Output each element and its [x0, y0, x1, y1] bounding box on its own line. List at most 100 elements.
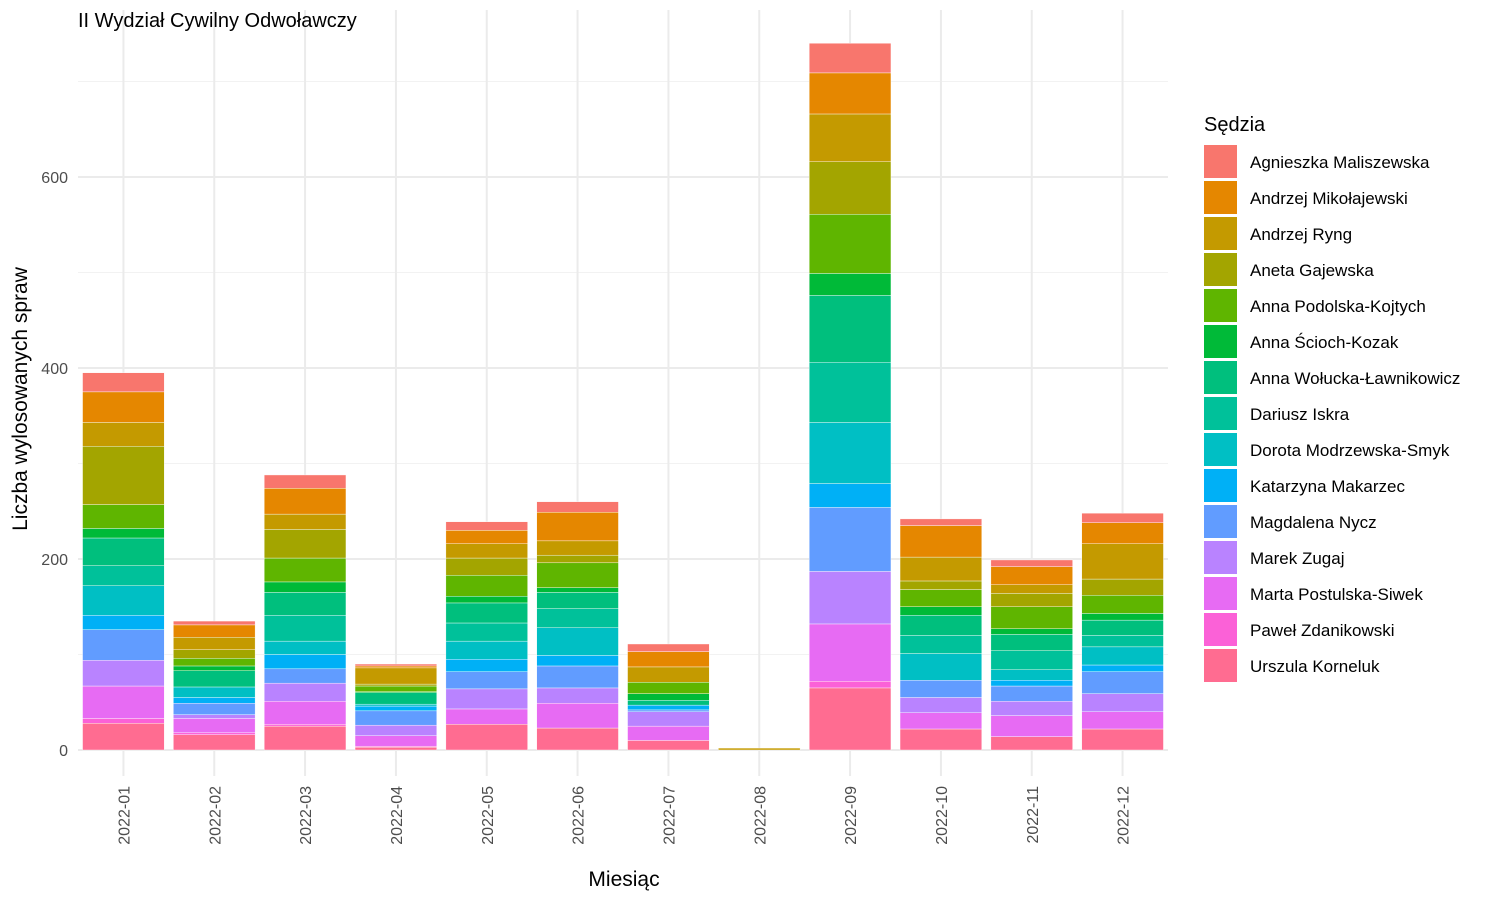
bar-segment [899, 580, 982, 590]
bar-segment [627, 704, 710, 711]
y-tick-label: 0 [59, 743, 68, 760]
bar-segment [354, 667, 437, 685]
bar-segment [627, 681, 710, 694]
bar-segment [1081, 671, 1164, 694]
bar-segment [1081, 595, 1164, 614]
bar-segment [264, 701, 347, 725]
bar-segment [1081, 693, 1164, 713]
bar-segment [354, 710, 437, 726]
legend-swatch [1204, 577, 1237, 610]
legend-label: Anna Podolska-Kojtych [1250, 297, 1426, 316]
bar-segment [536, 587, 619, 593]
bar-segment [899, 556, 982, 582]
x-tick-label: 2022-05 [480, 786, 497, 845]
legend: Sędzia Agnieszka Maliszewska Andrzej Miko… [1204, 114, 1460, 682]
bar-segment [990, 685, 1073, 702]
bar-segment [990, 736, 1073, 751]
bar-segment [445, 688, 528, 710]
bar-segment [82, 504, 165, 529]
x-axis-label: Miesiąc [588, 868, 659, 891]
x-tick-label: 2022-03 [298, 786, 315, 845]
legend-label: Andrzej Ryng [1250, 225, 1352, 244]
x-tick-label: 2022-08 [752, 786, 769, 845]
bar-segment [1081, 635, 1164, 648]
bar-segment [809, 273, 892, 296]
bar-segment [264, 725, 347, 751]
bar-segment [354, 685, 437, 692]
bar-segment [173, 658, 256, 667]
bar-segment [627, 709, 710, 713]
legend-swatch [1204, 433, 1237, 466]
legend-swatch [1204, 181, 1237, 214]
bar-segment [809, 362, 892, 423]
bar-segment [264, 615, 347, 642]
bar-segment [1081, 512, 1164, 523]
bar-segment [173, 718, 256, 734]
bar-segment [445, 640, 528, 660]
bar-segment [899, 589, 982, 607]
bar-segment [809, 623, 892, 682]
bar-segment [990, 650, 1073, 670]
bar-segment [445, 521, 528, 531]
legend-swatch [1204, 217, 1237, 250]
bar-segment [354, 746, 437, 751]
bar-segment [82, 685, 165, 719]
bar-segment [173, 697, 256, 704]
bar-segment [354, 663, 437, 667]
bar-segment [445, 543, 528, 559]
legend-title: Sędzia [1204, 114, 1266, 136]
bar-segment [809, 483, 892, 508]
bar-segment [718, 747, 801, 751]
bar-segment [264, 557, 347, 583]
bar-segment [536, 703, 619, 729]
bar-segment [1081, 619, 1164, 636]
bar-segment [173, 734, 256, 751]
bar-segment [354, 683, 437, 687]
legend-swatch [1204, 397, 1237, 430]
bar-segment [1081, 543, 1164, 580]
x-tick-label: 2022-11 [1025, 786, 1042, 844]
bar-segment [809, 113, 892, 162]
bar-segment [82, 391, 165, 423]
bar-segment [445, 671, 528, 690]
bar-segment [264, 592, 347, 616]
bar-segment [82, 537, 165, 566]
bar-segment [809, 507, 892, 572]
bar-segment [264, 640, 347, 655]
bar-segment [1081, 664, 1164, 672]
legend-swatch [1204, 613, 1237, 646]
legend-label: Andrzej Mikołajewski [1250, 189, 1408, 208]
legend-swatch [1204, 325, 1237, 358]
bar-segment [354, 703, 437, 707]
bar-segment [809, 161, 892, 215]
bar-segment [899, 728, 982, 751]
legend-label: Anna Ścioch-Kozak [1250, 333, 1399, 352]
legend-swatch [1204, 505, 1237, 538]
legend-label: Anna Wołucka-Ławnikowicz [1250, 369, 1460, 388]
bar-segment [809, 571, 892, 625]
x-tick-label: 2022-09 [843, 786, 860, 845]
bar-segment [173, 637, 256, 650]
bar-segment [264, 668, 347, 684]
bar-segment [536, 687, 619, 704]
bar-segment [627, 725, 710, 741]
bar-segment [173, 714, 256, 719]
legend-swatch [1204, 541, 1237, 574]
bar-segment [264, 529, 347, 559]
bar-segment [445, 724, 528, 751]
x-tick-label: 2022-01 [116, 786, 133, 845]
legend-swatch [1204, 469, 1237, 502]
bar-segment [809, 681, 892, 689]
bar-segment [173, 732, 256, 735]
y-tick-label: 600 [41, 170, 68, 187]
bar-segment [627, 700, 710, 706]
bar-segment [627, 693, 710, 701]
bar-segment [809, 295, 892, 363]
bar-segment [536, 608, 619, 628]
bar-segment [82, 565, 165, 586]
bar-segment [536, 592, 619, 609]
bar-segment [990, 701, 1073, 716]
bar-segment [1081, 711, 1164, 730]
bar-segment [354, 724, 437, 736]
bar-segment [627, 643, 710, 652]
